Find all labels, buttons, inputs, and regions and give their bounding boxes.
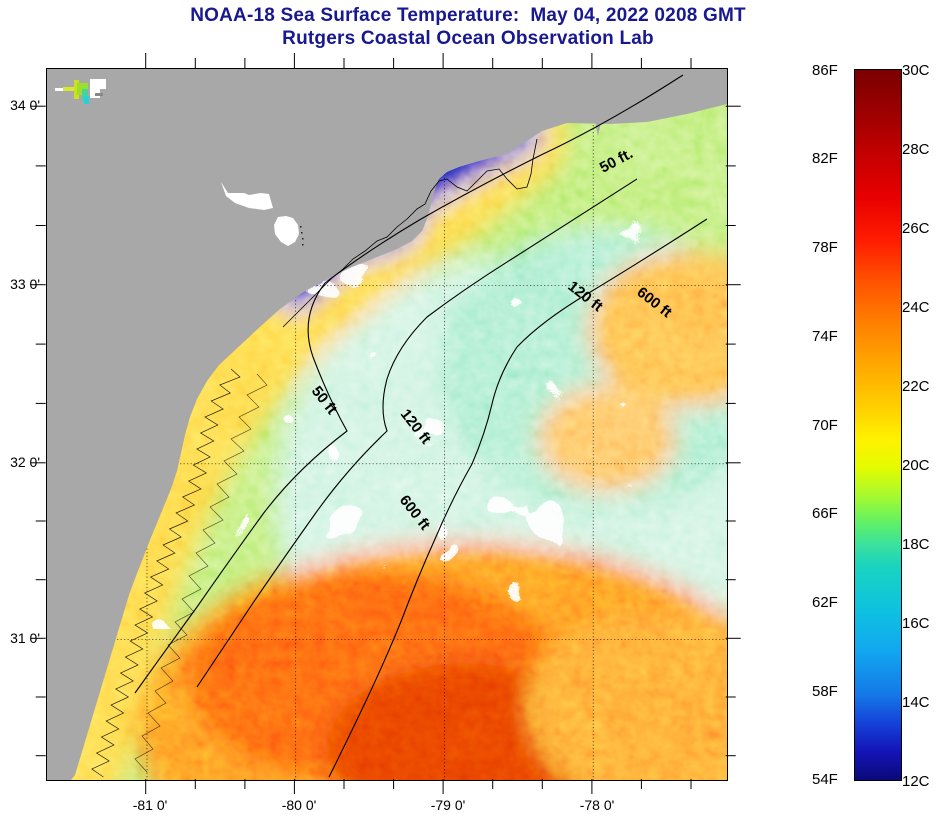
svg-text:600 ft: 600 ft — [633, 284, 674, 322]
svg-text:50 ft.: 50 ft. — [597, 145, 636, 176]
svg-text:120 ft: 120 ft — [564, 278, 605, 316]
svg-text:600 ft: 600 ft — [396, 492, 434, 533]
svg-text:50 ft: 50 ft — [308, 383, 340, 418]
svg-text:120 ft: 120 ft — [397, 406, 435, 447]
